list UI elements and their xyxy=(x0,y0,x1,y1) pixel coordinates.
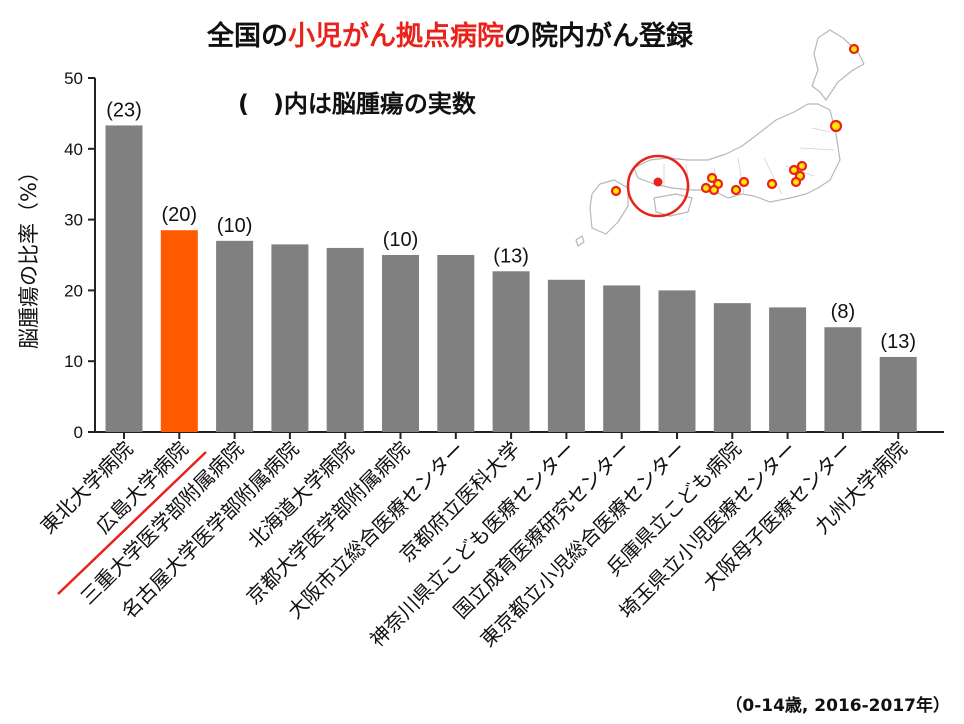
data-label: (13) xyxy=(880,331,916,353)
kyushu-shape xyxy=(589,179,629,235)
hiroshima-dot xyxy=(653,177,663,187)
bar xyxy=(105,125,143,432)
y-tick-label: 30 xyxy=(64,211,83,230)
bar xyxy=(437,255,475,432)
marker-kyoto-1 xyxy=(706,172,718,184)
marker-mie xyxy=(738,176,750,188)
highlight-underline xyxy=(57,451,207,595)
data-label: (8) xyxy=(831,301,855,323)
bar xyxy=(547,279,585,432)
data-label: (20) xyxy=(162,204,198,226)
bar-highlighted xyxy=(160,230,198,432)
marker-tokyo-1 xyxy=(788,164,800,176)
data-label: (23) xyxy=(106,99,142,121)
marker-osaka xyxy=(730,184,742,196)
bar xyxy=(603,285,641,432)
y-axis-label: 脳腫瘍の比率（%） xyxy=(17,161,41,349)
marker-saitama xyxy=(796,160,808,172)
y-tick-label: 50 xyxy=(64,69,83,88)
footnote: （0-14歳, 2016-2017年） xyxy=(725,696,950,716)
data-label: (10) xyxy=(383,229,419,251)
bar xyxy=(824,327,862,432)
marker-kanagawa xyxy=(790,176,802,188)
y-tick-label: 0 xyxy=(74,423,83,442)
marker-tohoku xyxy=(829,119,843,133)
hokkaido-shape xyxy=(811,29,865,101)
marker-hokkaido xyxy=(848,43,860,55)
bar xyxy=(216,240,254,432)
title-part-1: 全国の xyxy=(207,21,288,52)
data-label: (10) xyxy=(217,215,253,237)
title-highlight: 小児がん拠点病院 xyxy=(288,21,504,52)
hospital-markers xyxy=(610,43,860,197)
bar xyxy=(326,247,364,432)
marker-osaka-2 xyxy=(708,184,720,196)
japan-outline xyxy=(575,29,865,247)
bar xyxy=(382,255,419,432)
japan-map xyxy=(575,29,865,247)
hiroshima-highlight-ring xyxy=(626,154,690,218)
chart-title: 全国の小児がん拠点病院の院内がん登録 xyxy=(0,14,900,53)
marker-hyogo xyxy=(700,182,712,194)
bar xyxy=(713,303,751,432)
okinawa-shape xyxy=(575,235,585,247)
honshu-shape xyxy=(633,103,841,203)
bar xyxy=(658,290,696,432)
y-tick-label: 10 xyxy=(64,352,83,371)
data-label: (13) xyxy=(493,245,529,267)
bar xyxy=(879,356,917,432)
y-tick-label: 20 xyxy=(64,281,83,300)
marker-kyushu xyxy=(610,185,622,197)
chart-subtitle: ( )内は脳腫瘍の実数 xyxy=(238,90,476,118)
bar xyxy=(271,244,309,432)
title-part-2: の院内がん登録 xyxy=(504,21,693,52)
y-tick-label: 40 xyxy=(64,140,83,159)
shikoku-shape xyxy=(653,193,693,217)
bar xyxy=(769,307,807,432)
marker-nagoya xyxy=(766,178,778,190)
bar xyxy=(492,271,530,432)
